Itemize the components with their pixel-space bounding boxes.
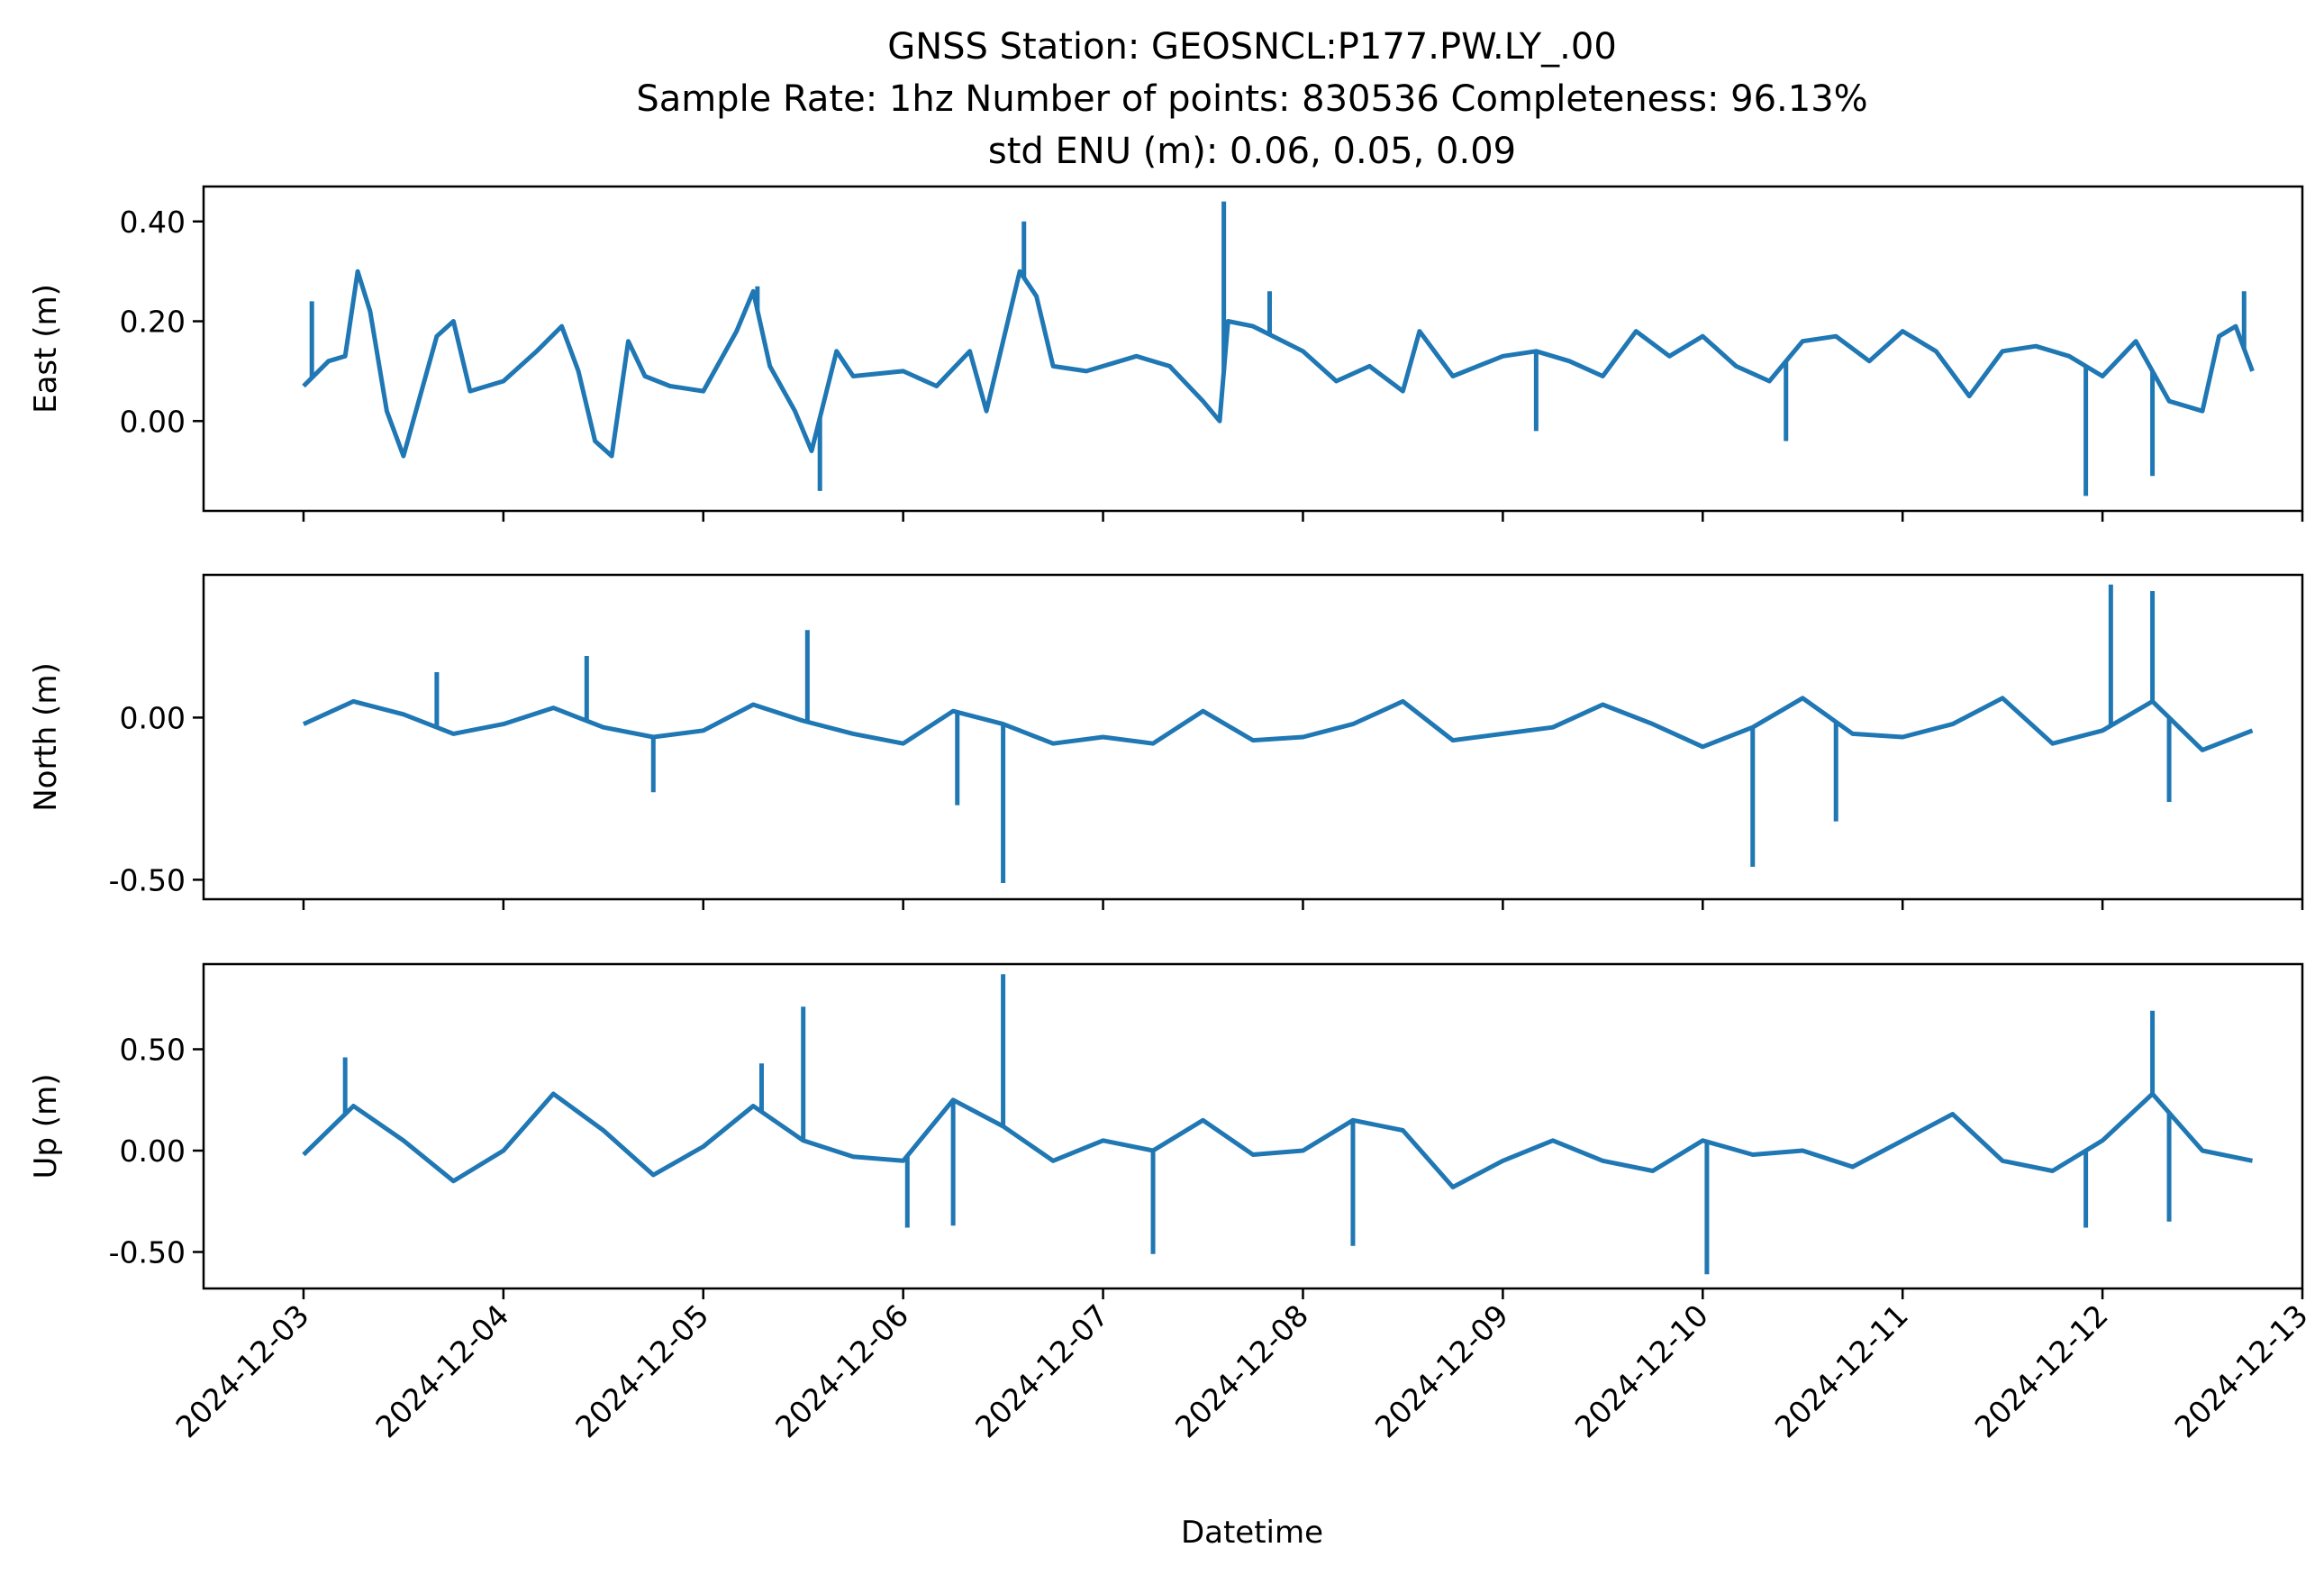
north-series-group [302, 584, 2254, 883]
up-axes-frame [202, 962, 2304, 1290]
up-y-tick-label: -0.50 [109, 1235, 186, 1270]
up-y-axis-label: Up (m) [28, 1074, 64, 1179]
north-axes-frame [202, 573, 2304, 901]
up-y-ticks: 0.50 0.00 -0.50 [109, 1033, 204, 1270]
title-line-1: GNSS Station: GEOSNCL:P177.PW.LY_.00 [887, 26, 1617, 68]
east-series-group [302, 201, 2255, 496]
east-y-tick-label: 0.20 [120, 305, 186, 340]
east-y-ticks: 0.40 0.20 0.00 [120, 205, 204, 439]
north-y-axis-label: North (m) [28, 662, 64, 812]
x-axis-label: Datetime [1181, 1515, 1323, 1551]
east-y-tick-label: 0.00 [120, 404, 186, 439]
east-axes-frame [202, 185, 2304, 513]
title-line-3: std ENU (m): 0.06, 0.05, 0.09 [988, 131, 1516, 172]
north-series-line [302, 696, 2254, 752]
up-series-group [302, 974, 2253, 1275]
up-y-tick-label: 0.50 [120, 1033, 186, 1068]
panel-east: 0.40 0.20 0.00 East (m) [28, 185, 2304, 513]
up-series-line [302, 1091, 2253, 1189]
title-line-2: Sample Rate: 1hz Number of points: 83053… [636, 78, 1867, 120]
east-y-tick-label: 0.40 [120, 205, 186, 240]
north-y-tick-label: 0.00 [120, 700, 186, 735]
panel-north: 0.00 -0.50 North (m) [28, 573, 2304, 901]
panel-up: 0.50 0.00 -0.50 Up (m) [28, 962, 2304, 1290]
east-series-line [302, 269, 2255, 459]
north-y-ticks: 0.00 -0.50 [109, 700, 204, 897]
chart-title: GNSS Station: GEOSNCL:P177.PW.LY_.00 Sam… [636, 26, 1867, 172]
east-y-axis-label: East (m) [28, 284, 64, 414]
north-y-tick-label: -0.50 [109, 862, 186, 897]
up-y-tick-label: 0.00 [120, 1133, 186, 1169]
